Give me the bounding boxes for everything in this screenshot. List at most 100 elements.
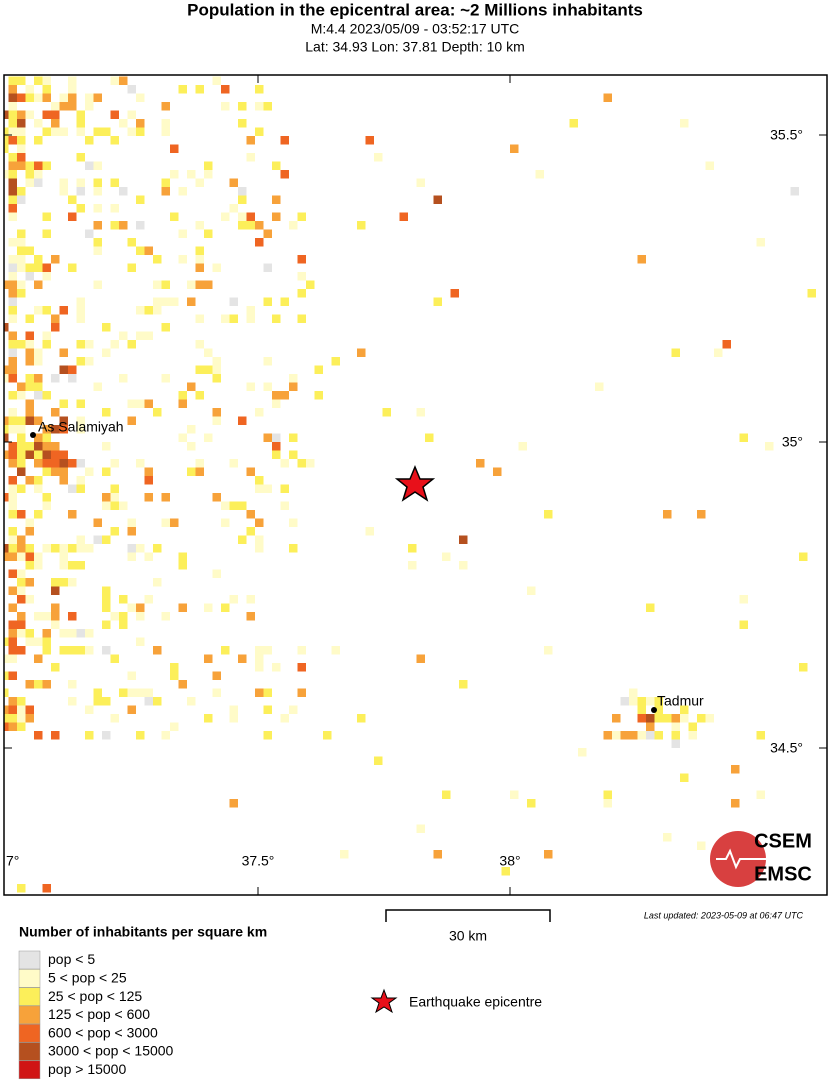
pop-cell xyxy=(535,170,544,179)
pop-cell xyxy=(102,535,111,544)
pop-cell xyxy=(161,374,170,383)
pop-cell xyxy=(59,399,68,408)
pop-cell xyxy=(493,467,502,476)
pop-cell xyxy=(170,671,179,680)
pop-cell xyxy=(17,229,26,238)
pop-cell xyxy=(306,280,315,289)
pop-cell xyxy=(144,476,153,485)
pop-cell xyxy=(68,510,77,519)
pop-cell xyxy=(289,433,298,442)
pop-cell xyxy=(34,637,43,646)
pop-cell xyxy=(59,561,68,570)
pop-cell xyxy=(25,552,34,561)
pop-cell xyxy=(110,76,119,85)
pop-cell xyxy=(119,501,128,510)
pop-cell xyxy=(110,204,119,213)
pop-cell xyxy=(297,688,306,697)
pop-cell xyxy=(76,459,85,468)
pop-cell xyxy=(263,731,272,740)
pop-cell xyxy=(42,637,51,646)
pop-cell xyxy=(671,714,680,723)
pop-cell xyxy=(4,637,9,646)
pop-cell xyxy=(790,187,799,196)
pop-cell xyxy=(238,187,247,196)
pop-cell xyxy=(42,501,51,510)
pop-cell xyxy=(289,544,298,553)
pop-cell xyxy=(178,187,187,196)
pop-cell xyxy=(714,348,723,357)
pop-cell xyxy=(221,603,230,612)
pop-cell xyxy=(76,544,85,553)
pop-cell xyxy=(263,484,272,493)
pop-cell xyxy=(93,178,102,187)
pop-cell xyxy=(178,561,187,570)
pop-cell xyxy=(59,127,68,136)
pop-cell xyxy=(68,263,77,272)
pop-cell xyxy=(102,442,111,451)
pop-cell xyxy=(93,382,102,391)
pop-cell xyxy=(25,476,34,485)
pop-cell xyxy=(255,646,264,655)
city-dot xyxy=(30,432,36,438)
pop-cell xyxy=(408,544,417,553)
pop-cell xyxy=(136,246,145,255)
pop-cell xyxy=(697,841,706,850)
pop-cell xyxy=(85,93,94,102)
pop-cell xyxy=(238,221,247,230)
pop-cell xyxy=(629,731,638,740)
pop-cell xyxy=(331,646,340,655)
pop-cell xyxy=(212,374,221,383)
pop-cell xyxy=(102,731,111,740)
pop-cell xyxy=(195,365,204,374)
pop-cell xyxy=(161,518,170,527)
pop-cell xyxy=(110,136,119,145)
pop-cell xyxy=(739,433,748,442)
pop-cell xyxy=(238,195,247,204)
pop-cell xyxy=(127,544,136,553)
pop-cell xyxy=(654,697,663,706)
pop-cell xyxy=(255,221,264,230)
pop-cell xyxy=(59,552,68,561)
pop-cell xyxy=(51,578,60,587)
pop-cell xyxy=(34,476,43,485)
pop-cell xyxy=(280,501,289,510)
pop-cell xyxy=(153,280,162,289)
lon-label: 38° xyxy=(499,853,520,869)
pop-cell xyxy=(459,535,468,544)
pop-cell xyxy=(8,178,17,187)
pop-cell xyxy=(8,493,17,502)
pop-cell xyxy=(459,561,468,570)
pop-cell xyxy=(136,637,145,646)
pop-cell xyxy=(221,518,230,527)
pop-cell xyxy=(93,518,102,527)
pop-cell xyxy=(178,391,187,400)
ticks xyxy=(4,75,827,895)
legend-label: pop < 5 xyxy=(48,951,95,967)
pop-cell xyxy=(229,297,238,306)
last-updated: Last updated: 2023-05-09 at 06:47 UTC xyxy=(644,910,804,920)
pop-cell xyxy=(144,595,153,604)
pop-cell xyxy=(59,459,68,468)
pop-cell xyxy=(629,688,638,697)
pop-cell xyxy=(510,790,519,799)
pop-cell xyxy=(42,425,51,434)
pop-cell xyxy=(280,484,289,493)
pop-cell xyxy=(8,408,17,417)
pop-cell xyxy=(195,391,204,400)
pop-cell xyxy=(8,238,17,247)
pop-cell xyxy=(42,212,51,221)
pop-cell xyxy=(136,544,145,553)
logo-text: EMSC xyxy=(754,863,812,885)
pop-cell xyxy=(93,280,102,289)
pop-cell xyxy=(680,773,689,782)
pop-cell xyxy=(187,297,196,306)
pop-cell xyxy=(17,246,26,255)
pop-cell xyxy=(8,552,17,561)
pop-cell xyxy=(255,654,264,663)
population-layer xyxy=(4,76,816,893)
pop-cell xyxy=(187,170,196,179)
pop-cell xyxy=(76,187,85,196)
pop-cell xyxy=(85,705,94,714)
pop-cell xyxy=(17,280,26,289)
pop-cell xyxy=(263,433,272,442)
